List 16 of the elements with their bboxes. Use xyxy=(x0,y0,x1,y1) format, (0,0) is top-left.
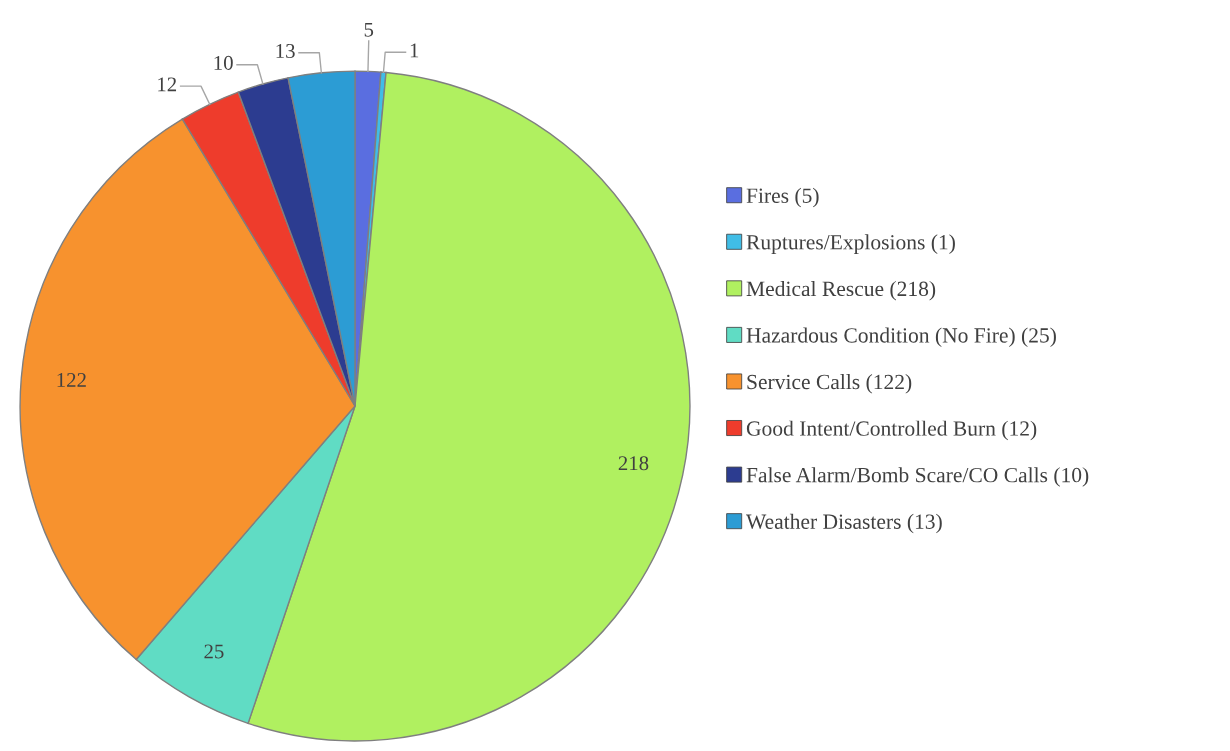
data-label: 5 xyxy=(364,22,374,37)
legend-label: False Alarm/Bomb Scare/CO Calls (10) xyxy=(746,467,1089,487)
legend-label: Fires (5) xyxy=(746,187,819,208)
data-label: 10 xyxy=(214,55,233,70)
legend-label: Hazardous Condition (No Fire) (25) xyxy=(746,327,1056,348)
legend-label: Weather Disasters (13) xyxy=(746,513,942,534)
data-label: 1 xyxy=(410,43,419,58)
legend-label: Good Intent/Controlled Burn (12) xyxy=(746,420,1037,441)
data-label: 218 xyxy=(618,456,649,471)
legend-label: Ruptures/Explosions (1) xyxy=(746,234,955,254)
data-label: 122 xyxy=(57,373,86,387)
legend-label: Service Calls (122) xyxy=(747,374,912,394)
legend-label: Medical Rescue (218) xyxy=(746,280,936,301)
data-label: 12 xyxy=(158,77,177,92)
data-label: 13 xyxy=(276,44,295,59)
data-label: 25 xyxy=(204,644,224,659)
